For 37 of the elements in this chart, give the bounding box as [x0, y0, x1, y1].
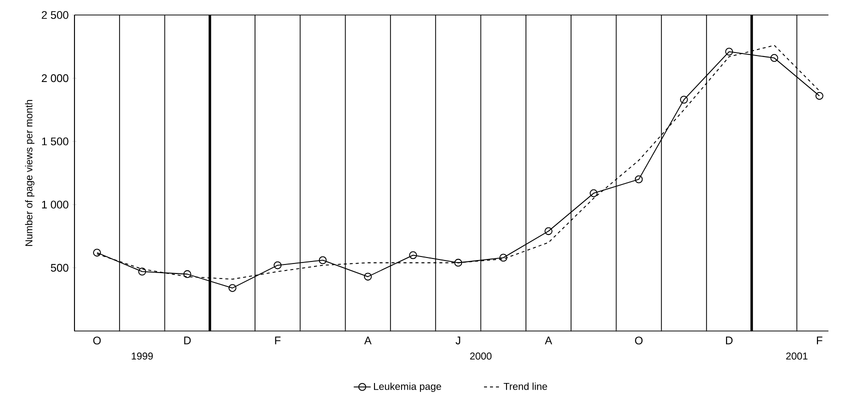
text: 2000: [470, 352, 492, 360]
point: [228, 284, 236, 292]
x-tick-label: F: [275, 336, 281, 344]
point: [634, 175, 643, 184]
point: [318, 256, 327, 264]
point: [274, 261, 282, 270]
y-tick-label: 2 500: [42, 11, 68, 19]
legend-label: Leukemia page: [374, 382, 442, 392]
text: 1999: [132, 352, 153, 360]
x-tick-label: D: [184, 336, 191, 344]
x-tick-label: F: [816, 336, 822, 344]
point: [544, 227, 552, 236]
point: [364, 272, 372, 281]
x-tick-label: O: [635, 336, 643, 344]
y-tick-label: 2 000: [42, 74, 68, 82]
point: [815, 92, 824, 100]
y-tick-label: 1 000: [42, 200, 68, 208]
point: [770, 54, 778, 62]
x-tick-label: O: [93, 336, 101, 344]
y-axis-title: Number of page views per month: [25, 100, 34, 246]
y-tick-label: 1 500: [42, 137, 68, 146]
point: [183, 270, 192, 278]
point: [93, 248, 101, 257]
x-tick-label: J: [456, 336, 460, 344]
point: [680, 96, 688, 104]
x-tick-label: A: [364, 336, 372, 344]
point: [499, 254, 508, 262]
x-tick-label: D: [726, 336, 733, 344]
legend-label: Trend line: [504, 382, 548, 390]
y-tick-label: 500: [50, 264, 68, 272]
point: [725, 48, 734, 56]
point: [454, 258, 462, 267]
point: [138, 268, 146, 276]
text: 2001: [786, 352, 808, 360]
x-tick-label: A: [544, 336, 552, 344]
point: [590, 189, 598, 198]
point: [409, 251, 417, 260]
